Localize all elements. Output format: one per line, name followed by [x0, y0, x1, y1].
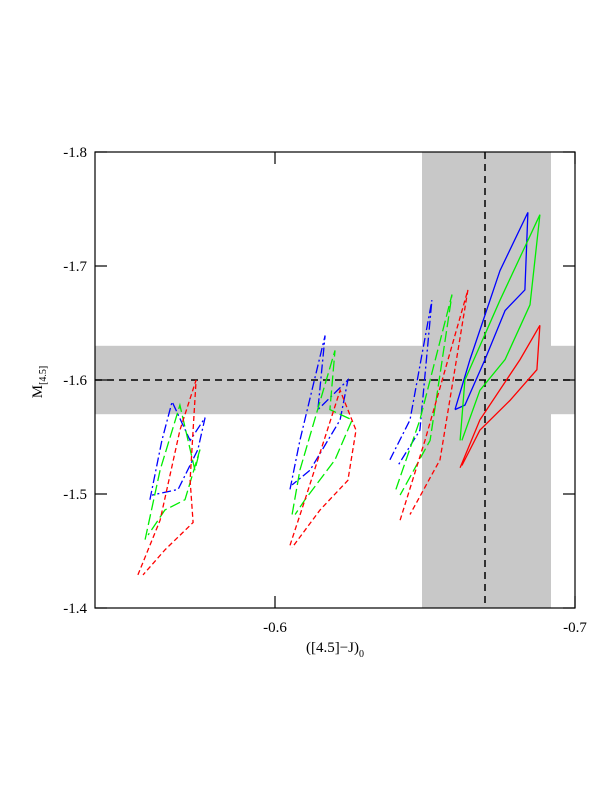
x-tick-label: -0.6: [263, 620, 287, 636]
y-axis-label-sub: [4.5]: [38, 366, 49, 385]
x-axis-label-sub: 0: [359, 649, 364, 660]
y-tick-label: -1.5: [63, 487, 87, 503]
series-line: [459, 324, 541, 469]
x-axis-label-text: ([4.5]−J): [306, 640, 359, 656]
y-tick-label: -1.8: [63, 145, 87, 161]
series-line: [454, 212, 529, 411]
series-line: [459, 214, 541, 441]
series-line: [149, 399, 206, 500]
y-axis-label: M[4.5]: [30, 366, 49, 399]
series-line: [289, 388, 357, 548]
x-axis-label: ([4.5]−J)0: [306, 640, 364, 660]
series-line: [395, 294, 453, 496]
series-line: [289, 335, 349, 490]
series-line: [144, 402, 201, 540]
y-tick-label: -1.7: [63, 259, 87, 275]
y-tick-label: -1.4: [63, 601, 87, 617]
series-line: [137, 379, 197, 576]
x-tick-label: -0.7: [563, 620, 587, 636]
series-line: [399, 289, 469, 521]
y-tick-label: -1.6: [63, 373, 87, 389]
y-axis-label-text: M: [30, 385, 46, 398]
series-line: [291, 350, 353, 515]
